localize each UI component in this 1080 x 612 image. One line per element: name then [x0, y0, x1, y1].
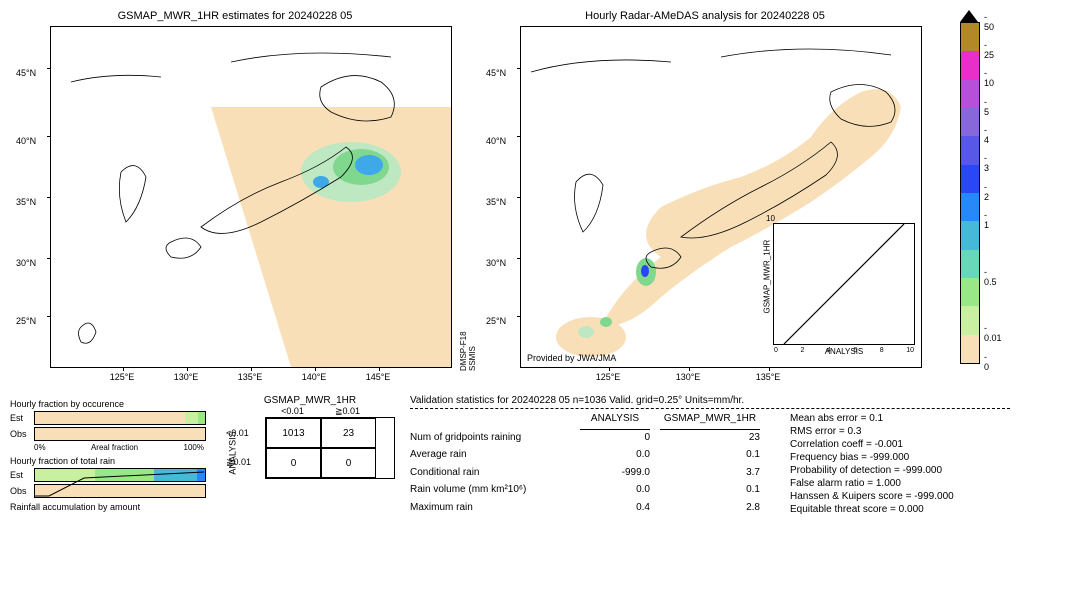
occurrence-est-row: Est: [10, 411, 210, 425]
scatter-ylabel: GSMAP_MWR_1HR: [763, 244, 772, 314]
cont-row-headers: <0.01 ≧0.01: [226, 418, 251, 478]
totalrain-title: Hourly fraction of total rain: [10, 456, 210, 466]
scatter-diag-line: [774, 224, 914, 344]
stats-panel: Validation statistics for 20240228 05 n=…: [410, 395, 1010, 517]
top-row: GSMAP_MWR_1HR estimates for 20240228 05: [10, 10, 1070, 380]
cont-cell-00: 1013: [266, 418, 321, 448]
scatter-inset: ANALYSIS GSMAP_MWR_1HR 10 0246810: [773, 223, 915, 345]
fraction-panel: Hourly fraction by occurence Est Obs 0% …: [10, 395, 210, 517]
stats-col1: ANALYSIS: [580, 413, 650, 430]
occurrence-axis: 0% Areal fraction 100%: [34, 443, 204, 452]
totalrain-est-row: Est: [10, 468, 210, 482]
colorbar-arrow-icon: [960, 10, 978, 22]
cont-col-0: <0.01: [265, 406, 320, 417]
stats-title: Validation statistics for 20240228 05 n=…: [410, 395, 1010, 409]
est-label-2: Est: [10, 470, 34, 480]
map-left-panel: GSMAP_MWR_1HR estimates for 20240228 05: [10, 10, 460, 380]
contingency-title: GSMAP_MWR_1HR: [225, 395, 395, 406]
totalrain-obs-row: Obs: [10, 484, 210, 498]
colorbar: - 50- 25- 10- 5- 4- 3- 2- 1- 0.5- 0.01- …: [960, 10, 990, 370]
provided-by: Provided by JWA/JMA: [527, 353, 616, 363]
contingency-table: ANALYSIS <0.01 ≧0.01 1013 23 0 0: [265, 417, 395, 479]
est-label: Est: [10, 413, 34, 423]
axis-max: 100%: [184, 443, 204, 452]
occurrence-est-bar: [34, 411, 206, 425]
obs-label-2: Obs: [10, 486, 34, 496]
stats-col2: GSMAP_MWR_1HR: [660, 413, 760, 430]
totalrain-obs-bar: [34, 484, 206, 498]
map-left-box: DMSP-F18 SSMIS: [50, 26, 452, 368]
cont-cell-01: 23: [321, 418, 376, 448]
map-left-title: GSMAP_MWR_1HR estimates for 20240228 05: [10, 10, 460, 22]
map-right-box: ANALYSIS GSMAP_MWR_1HR 10 0246810 Provid…: [520, 26, 922, 368]
cont-row-1: ≧0.01: [226, 457, 251, 468]
obs-label: Obs: [10, 429, 34, 439]
occurrence-obs-row: Obs: [10, 427, 210, 441]
map-right-panel: Hourly Radar-AMeDAS analysis for 2024022…: [480, 10, 930, 380]
occurrence-title: Hourly fraction by occurence: [10, 399, 210, 409]
accum-title: Rainfall accumulation by amount: [10, 502, 210, 512]
contingency-panel: GSMAP_MWR_1HR <0.01 ≧0.01 ANALYSIS <0.01…: [225, 395, 395, 517]
scatter-ymax: 10: [766, 214, 775, 223]
axis-min: 0%: [34, 443, 46, 452]
map-right-title: Hourly Radar-AMeDAS analysis for 2024022…: [480, 10, 930, 22]
cont-col-1: ≧0.01: [320, 406, 375, 417]
stats-table: ANALYSIS GSMAP_MWR_1HR Num of gridpoints…: [410, 413, 760, 517]
axis-label: Areal fraction: [91, 443, 138, 452]
cont-cell-10: 0: [266, 448, 321, 478]
sensor-label: DMSP-F18 SSMIS: [459, 321, 477, 371]
cont-cell-11: 0: [321, 448, 376, 478]
totalrain-est-bar: [34, 468, 206, 482]
colorbar-bar: [960, 22, 980, 364]
bottom-row: Hourly fraction by occurence Est Obs 0% …: [10, 395, 1070, 517]
cont-row-0: <0.01: [226, 428, 251, 438]
map-left-swath: [51, 27, 451, 367]
stats-metrics: Mean abs error = 0.1RMS error = 0.3Corre…: [790, 413, 954, 517]
contingency-col-headers: <0.01 ≧0.01: [265, 406, 395, 417]
occurrence-obs-bar: [34, 427, 206, 441]
